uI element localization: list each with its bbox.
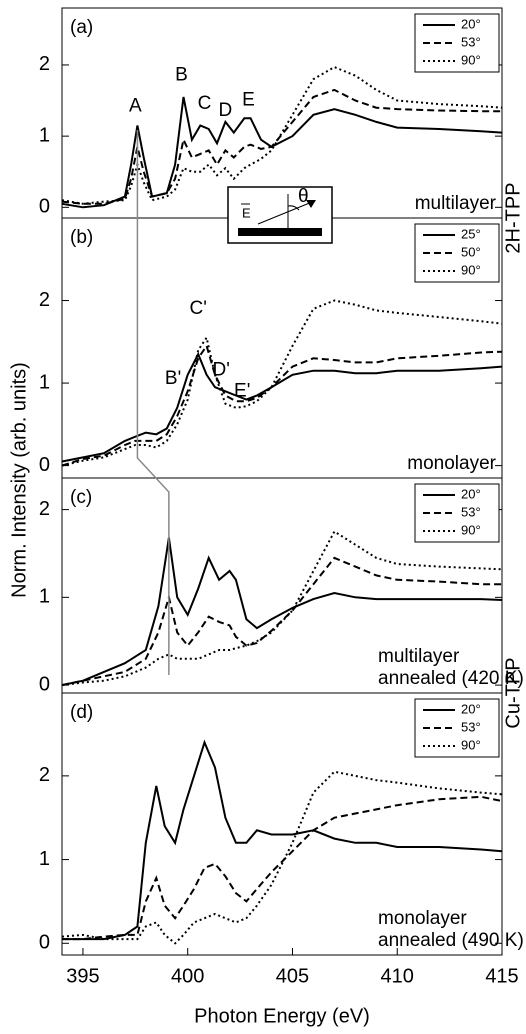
panel-note: multilayer [415,193,497,214]
inset-field: E [242,205,251,220]
legend-label: 53° [461,504,481,519]
data-line [61,65,503,205]
data-line [61,299,503,467]
data-line [62,739,503,941]
y-tick-label: 0 [39,196,50,218]
legend-label: 50° [461,244,481,259]
inset-angle-label: θ [298,186,309,207]
x-tick-label: 410 [381,965,414,987]
x-tick-label: 405 [276,965,309,987]
peak-label: C [198,93,212,114]
plot-frame [61,692,503,956]
legend-label: 25° [461,226,481,241]
panel-note: multilayer [378,646,460,667]
panel-note: annealed (490 K) [378,930,524,951]
y-tick-label: 2 [39,53,50,75]
x-tick-label: 400 [171,965,204,987]
y-tick-label: 1 [39,124,50,146]
data-line [61,343,503,467]
peak-label: E [242,90,255,111]
y-tick-label: 0 [39,932,50,954]
legend-label: 53° [461,719,481,734]
y-tick-label: 1 [39,371,50,393]
panel-label: (d) [70,702,93,723]
group-label: 2H-TPP [502,182,524,253]
peak-label: D [219,100,233,121]
y-tick-label: 0 [39,673,50,695]
data-line [61,770,503,945]
data-line [61,537,503,687]
inset-arrowhead [306,200,316,208]
legend-label: 20° [461,16,481,31]
legend-label: 20° [461,701,481,716]
y-tick-label: 1 [39,586,50,608]
data-line [62,795,503,941]
legend-label: 90° [461,737,481,752]
legend-label: 90° [461,262,481,277]
panel-label: (b) [70,227,93,248]
data-line [61,556,502,687]
panel-note: annealed (420 K) [378,668,524,689]
peak-label: E' [234,380,250,401]
peak-label: C' [190,298,207,319]
peak-label: D' [213,360,230,381]
legend-label: 20° [461,486,481,501]
peak-label: B [175,65,188,86]
legend-label: 90° [461,52,481,67]
data-line [61,96,503,209]
group-label: Cu-TPP [502,657,524,728]
x-tick-label: 395 [66,965,99,987]
peak-label: A [129,95,142,116]
y-tick-label: 2 [39,764,50,786]
data-line [61,351,503,463]
x-tick-label: 415 [485,965,518,987]
panel-note: monolayer [378,908,467,929]
y-axis-label: Norm. Intensity (arb. units) [8,362,30,598]
inset-vector [257,201,313,225]
y-tick-label: 1 [39,848,50,870]
legend-box [414,483,500,543]
x-axis-label: Photon Energy (eV) [194,1005,370,1027]
y-tick-label: 0 [39,454,50,476]
legend-label: 90° [461,522,481,537]
peak-label: B' [165,368,181,389]
panel-label: (a) [70,17,93,38]
panel-note: monolayer [407,453,496,474]
inset-substrate [238,228,322,236]
data-line [61,88,502,205]
inset-angle [287,205,300,211]
y-tick-label: 2 [39,498,50,520]
panel-label: (c) [70,487,92,508]
y-tick-label: 2 [39,289,50,311]
legend-label: 53° [461,34,481,49]
guide-line [136,130,170,675]
